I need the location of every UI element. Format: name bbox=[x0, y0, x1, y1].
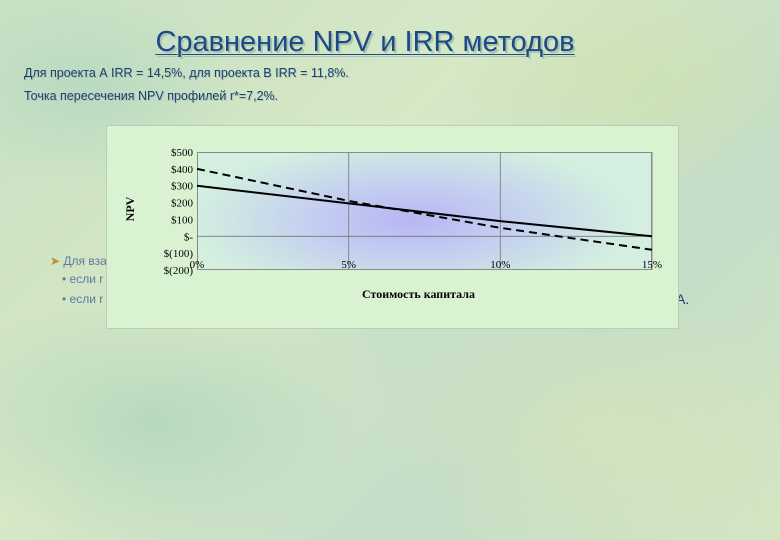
slide-title: Сравнение NPV и IRR методов bbox=[155, 26, 575, 58]
x-axis-title: Стоимость капитала bbox=[362, 287, 475, 301]
y-tick-label: $100 bbox=[171, 214, 194, 226]
sub-bullet-dot-icon: • bbox=[62, 272, 67, 286]
y-tick-label: $200 bbox=[171, 198, 194, 210]
y-tick-label: $- bbox=[184, 231, 194, 243]
y-axis-title: NPV bbox=[123, 196, 137, 221]
sub-bullet-2-tail: А. bbox=[676, 291, 690, 307]
x-tick-label: 5% bbox=[341, 259, 356, 271]
y-tick-label: $(200) bbox=[164, 265, 194, 277]
intersection-text: Точка пересечения NPV профилей r*=7,2%. bbox=[24, 89, 279, 103]
bullet-fragment: Для взаи bbox=[63, 254, 114, 268]
y-tick-label: $500 bbox=[171, 147, 194, 159]
series-line-solid bbox=[196, 184, 653, 238]
x-tick-label: 0% bbox=[190, 259, 205, 271]
y-tick-label: $(100) bbox=[164, 248, 194, 260]
sub-bullet-1: • если r bbox=[62, 272, 103, 286]
y-tick-label: $300 bbox=[171, 181, 194, 193]
y-tick-label: $400 bbox=[171, 164, 194, 176]
sub-bullet-2-text: если r bbox=[69, 292, 104, 306]
x-tick-label: 10% bbox=[490, 259, 510, 271]
bullet-arrow-icon: ➤ bbox=[50, 254, 61, 268]
bullet-text: ➤ Для взаи bbox=[50, 254, 114, 268]
plot-area bbox=[197, 152, 652, 270]
x-tick-label: 15% bbox=[642, 259, 662, 271]
series-line-dashed bbox=[196, 167, 653, 251]
sub-bullet-2: • если r bbox=[62, 292, 103, 306]
sub-bullet-1-text: если r bbox=[69, 272, 104, 286]
sub-bullet-dot-icon: • bbox=[62, 292, 67, 306]
irr-text: Для проекта А IRR = 14,5%, для проекта B… bbox=[24, 66, 349, 80]
